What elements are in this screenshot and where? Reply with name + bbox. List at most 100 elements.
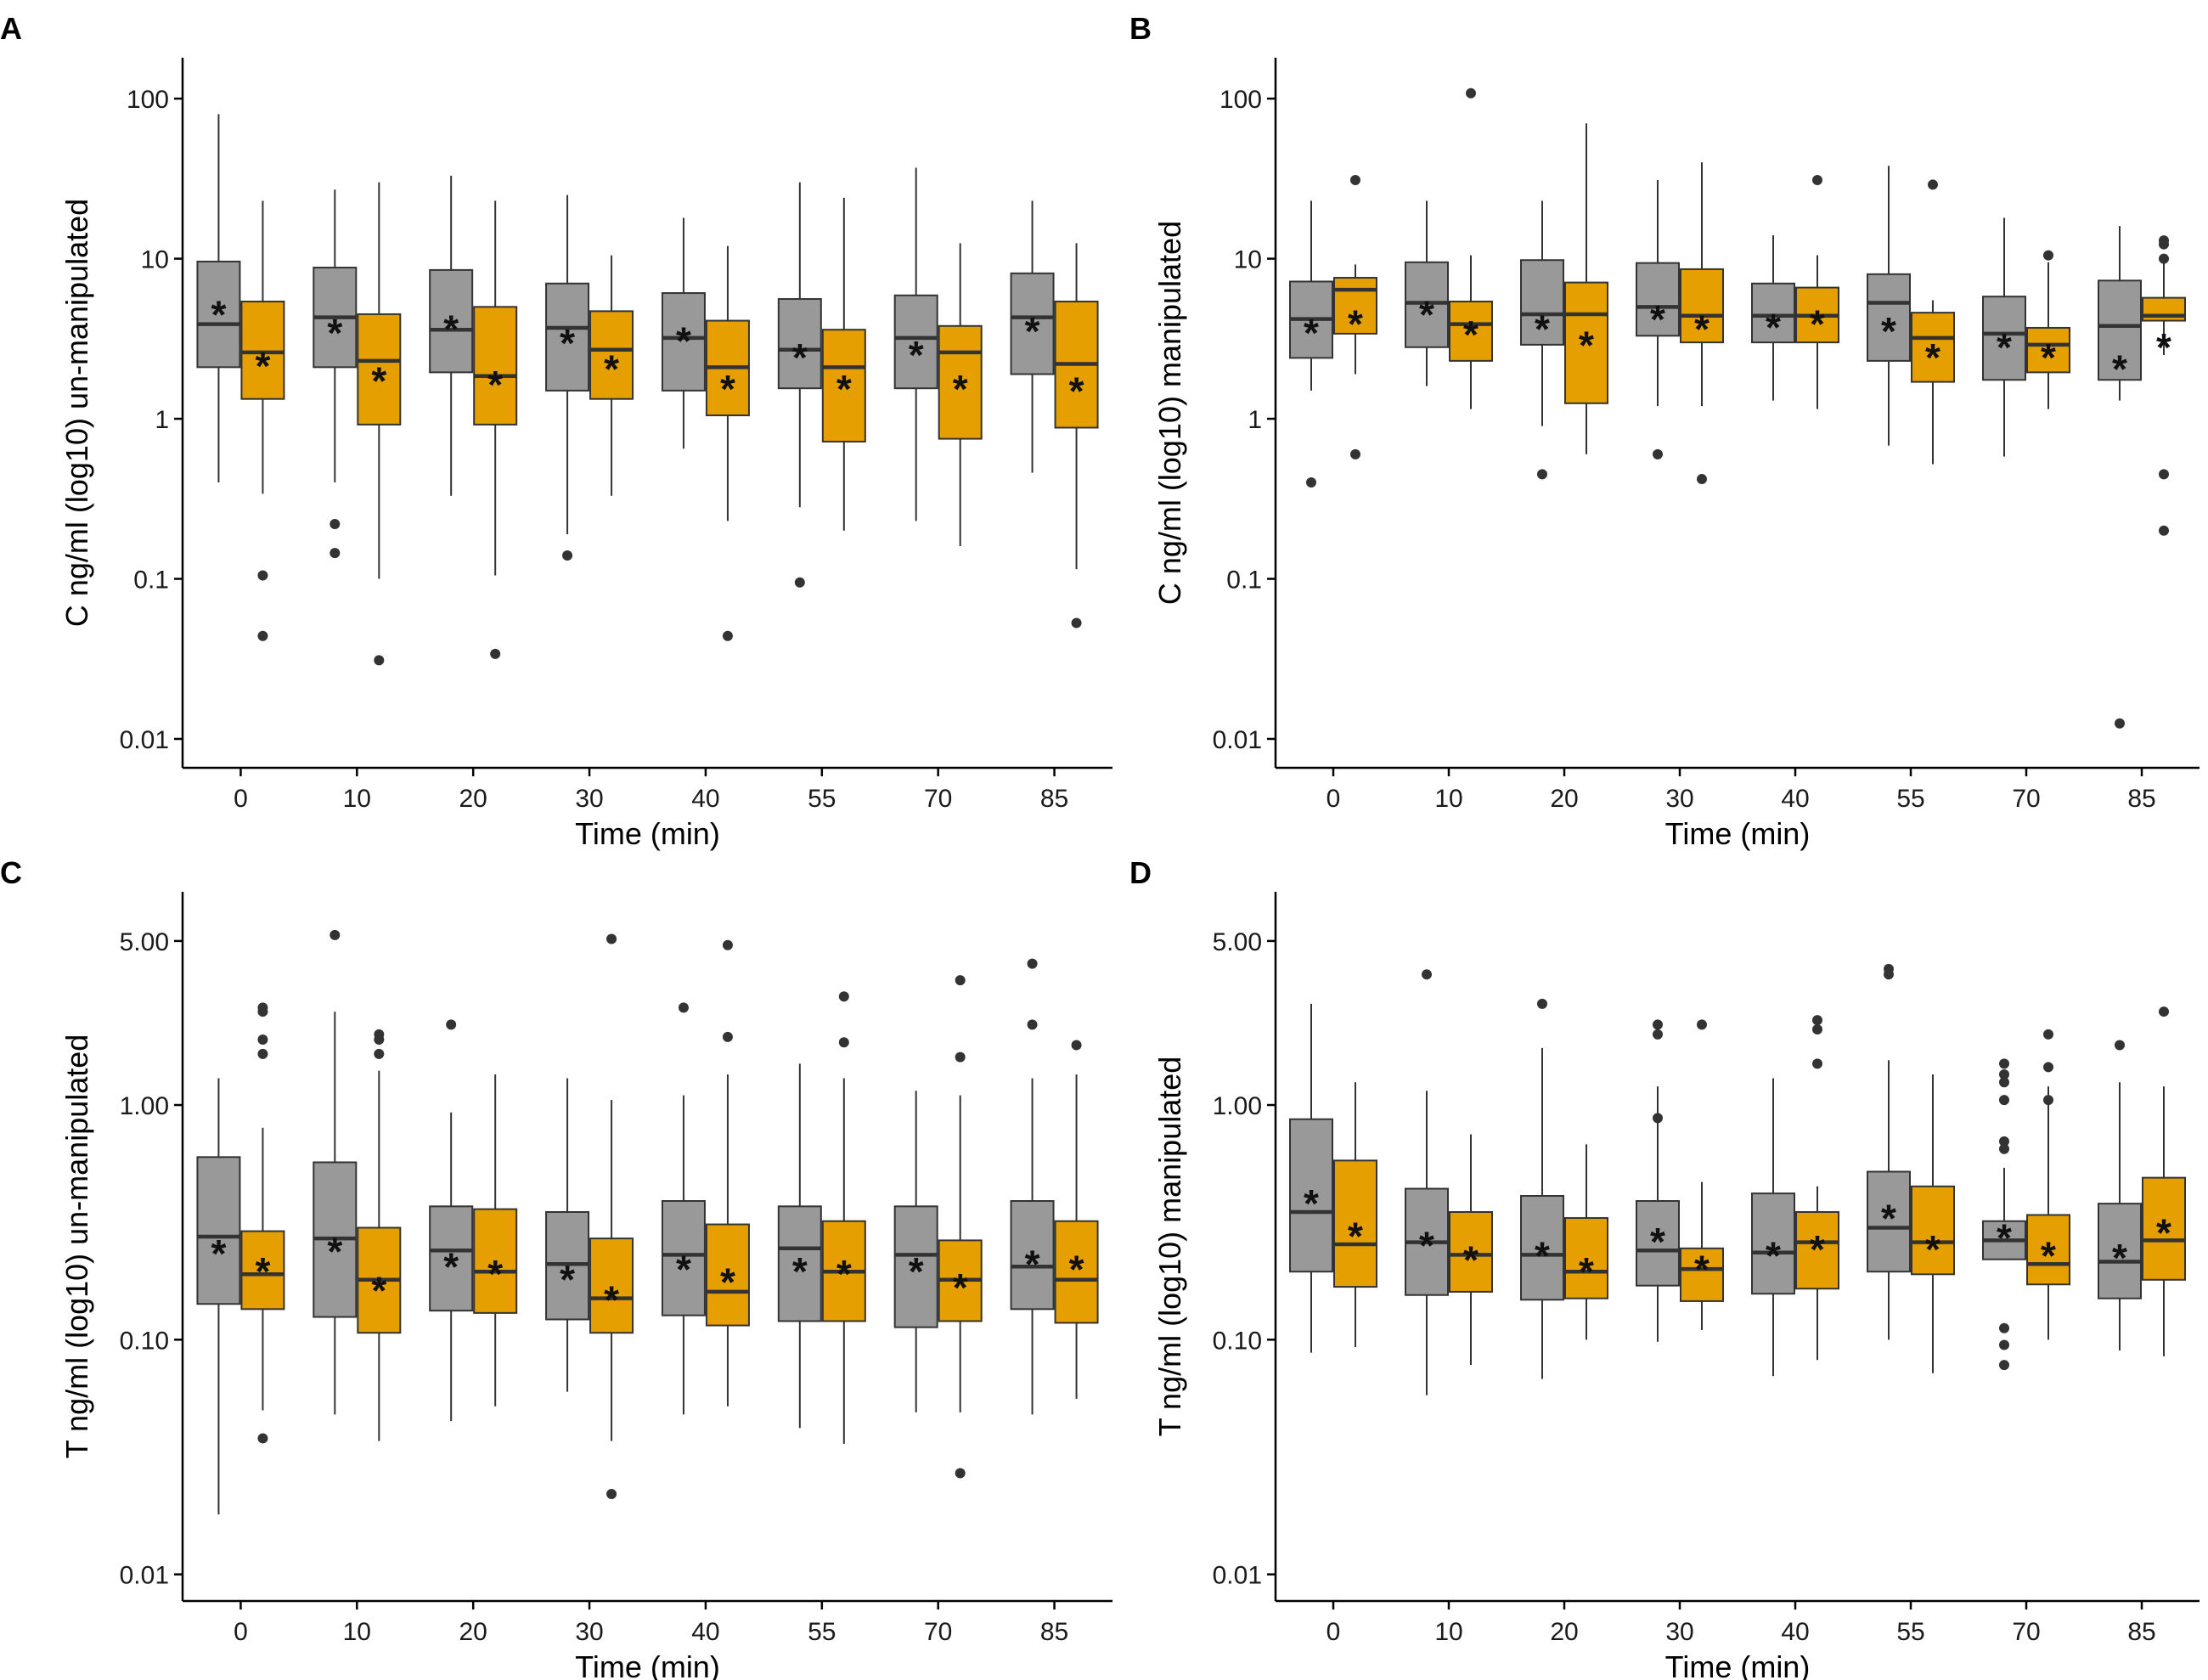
mean-marker: *: [1694, 1247, 1710, 1291]
outlier-point: [1027, 958, 1038, 969]
box-gray-t30: *: [545, 1078, 590, 1392]
box-iqr: [196, 1156, 241, 1305]
mean-marker: *: [720, 1260, 735, 1305]
box-gray-t70: *: [1982, 1058, 2026, 1371]
box-iqr: [1289, 1118, 1333, 1273]
x-tick-label: 70: [2012, 1618, 2040, 1646]
outlier-point: [330, 548, 341, 559]
box-orange-t85: *: [1054, 243, 1099, 629]
mean-marker: *: [560, 1257, 575, 1301]
mean-marker: *: [255, 344, 270, 388]
box-iqr: [821, 329, 866, 443]
mean-marker: *: [1579, 323, 1594, 367]
outlier-point: [1350, 174, 1360, 185]
x-tick-label: 10: [343, 785, 371, 813]
outlier-point: [838, 991, 849, 1002]
box-orange-t20: *: [473, 1074, 518, 1407]
outlier-point: [955, 975, 966, 986]
box-gray-t85: *: [1010, 200, 1055, 473]
outlier-point: [2043, 1062, 2053, 1073]
box-gray-t10: *: [1405, 969, 1449, 1395]
outlier-point: [446, 1019, 457, 1030]
outlier-point: [257, 1034, 268, 1045]
mean-marker: *: [487, 363, 503, 407]
outlier-point: [1653, 1113, 1663, 1124]
box-orange-t0: *: [240, 1002, 285, 1444]
box-iqr: [473, 1208, 518, 1314]
box-orange-t70: *: [938, 243, 983, 547]
box-orange-t0: *: [1333, 1082, 1377, 1348]
x-tick-label: 0: [234, 785, 248, 813]
mean-marker: *: [604, 1278, 619, 1322]
mean-marker: *: [327, 1229, 342, 1273]
mean-marker: *: [487, 1252, 503, 1296]
outlier-point: [490, 648, 501, 659]
box-iqr: [1333, 277, 1377, 335]
box-gray-t20: *: [429, 175, 474, 496]
outlier-point: [374, 1034, 385, 1045]
outlier-point: [1422, 969, 1432, 980]
box-iqr: [893, 294, 938, 390]
box-orange-t30: *: [589, 933, 634, 1500]
outlier-point: [2115, 718, 2125, 729]
box-gray-t30: *: [1636, 179, 1680, 459]
outlier-point: [838, 1037, 849, 1048]
box-iqr: [938, 324, 983, 440]
x-tick-label: 10: [343, 1618, 371, 1646]
x-tick-label: 85: [2127, 785, 2155, 813]
x-tick-label: 40: [691, 1618, 719, 1646]
box-gray-t85: *: [2098, 226, 2142, 729]
box-iqr: [429, 1205, 474, 1312]
outlier-point: [2115, 1040, 2125, 1051]
mean-marker: *: [327, 311, 342, 355]
box-gray-t70: *: [1982, 217, 2026, 457]
panel-c: C 5.00 1.00 0.10 0.01 0 10 20 30 40 55 70 85 Time (mi…: [0, 855, 1112, 1680]
x-axis-title: Time (min): [1665, 816, 1811, 851]
box-gray-t0: *: [196, 1078, 241, 1515]
y-tick-label: 0.01: [120, 726, 169, 754]
x-tick-label: 10: [1434, 785, 1462, 813]
box-orange-t10: *: [357, 182, 402, 666]
outlier-point: [1697, 1019, 1707, 1030]
box-iqr: [1636, 262, 1680, 337]
mean-marker: *: [1304, 311, 1319, 355]
box-gray-t55: *: [777, 182, 822, 588]
outlier-point: [1999, 1058, 2009, 1069]
outlier-point: [374, 655, 385, 666]
x-tick-label: 10: [1434, 1618, 1462, 1646]
outlier-point: [1466, 87, 1476, 99]
outlier-point: [955, 1051, 966, 1063]
mean-marker: *: [792, 1249, 808, 1294]
outlier-point: [374, 1048, 385, 1059]
mean-marker: *: [1419, 1223, 1434, 1267]
outlier-point: [257, 570, 268, 581]
mean-marker: *: [604, 347, 619, 392]
box-orange-t70: *: [2026, 1029, 2070, 1340]
box-gray-t10: *: [313, 189, 358, 559]
box-iqr: [1520, 259, 1564, 346]
outlier-point: [1999, 1322, 2009, 1333]
mean-marker: *: [1463, 1237, 1479, 1282]
box-orange-t20: *: [1564, 1144, 1608, 1340]
outlier-point: [257, 1433, 268, 1444]
box-gray-t20: *: [1520, 998, 1564, 1379]
x-tick-label: 85: [1040, 1618, 1068, 1646]
box-orange-t10: *: [357, 1029, 402, 1441]
outlier-point: [1653, 1029, 1663, 1040]
y-tick-label: 0.01: [1213, 1562, 1262, 1590]
box-iqr: [777, 1205, 822, 1322]
y-tick-label: 5.00: [1213, 928, 1262, 956]
box-orange-t55: *: [1911, 1074, 1955, 1373]
box-iqr: [777, 298, 822, 390]
panel-label: B: [1129, 11, 1152, 46]
box-iqr: [589, 1237, 634, 1334]
box-gray-t0: *: [1289, 1003, 1333, 1353]
y-tick-label: 0.01: [120, 1562, 169, 1590]
box-gray-t30: *: [1636, 1019, 1680, 1342]
box-iqr: [1010, 1200, 1055, 1311]
outlier-point: [1999, 1136, 2009, 1147]
mean-marker: *: [1810, 1227, 1825, 1271]
outlier-point: [257, 630, 268, 641]
outlier-point: [257, 1048, 268, 1059]
outlier-point: [2159, 253, 2169, 264]
